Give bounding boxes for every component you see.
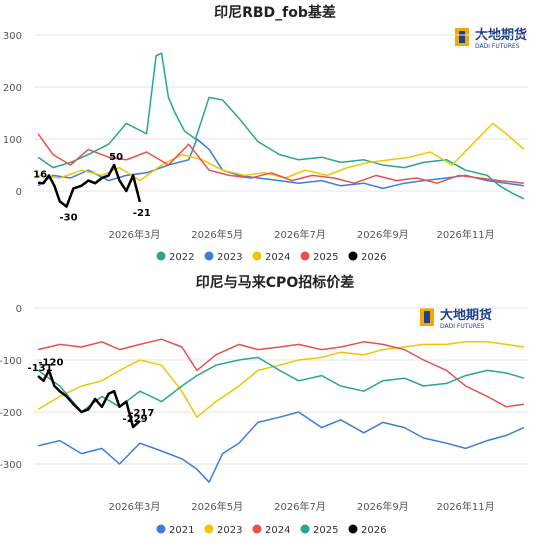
- x-tick-label: 2026年7月: [274, 500, 326, 513]
- chart-title: 印尼与马来CPO招标价差: [196, 274, 354, 291]
- x-tick-label: 2026年5月: [191, 500, 243, 513]
- y-tick-label: 0: [16, 304, 22, 315]
- chart-title: 印尼RBD_fob基差: [214, 4, 336, 21]
- legend-marker-icon: [300, 251, 310, 261]
- legend-label: 2026: [361, 252, 386, 263]
- series-line-2026: [37, 369, 141, 429]
- legend-label: 2023: [217, 525, 242, 536]
- legend-label: 2023: [217, 252, 242, 263]
- data-label: -21: [133, 208, 151, 219]
- x-tick-label: 2026年3月: [109, 228, 161, 241]
- x-tick-label: 2026年5月: [191, 228, 243, 241]
- legend-label: 2025: [313, 252, 338, 263]
- y-tick-label: 300: [3, 31, 22, 42]
- y-tick-label: 0: [16, 187, 22, 198]
- legend-marker-icon: [156, 524, 166, 534]
- y-tick-label: -300: [0, 460, 22, 471]
- series-line-2022: [37, 52, 525, 200]
- data-label: -217: [129, 408, 154, 419]
- data-label: -131: [28, 363, 53, 374]
- legend-label: 2021: [169, 525, 194, 536]
- data-label: -229: [123, 414, 148, 425]
- legend-label: 2025: [313, 525, 338, 536]
- logo-mark-inner-icon: [459, 31, 465, 43]
- legend-label: 2024: [265, 252, 290, 263]
- series-line-2025: [37, 133, 524, 184]
- logo-mark-inner-icon: [424, 311, 430, 323]
- logo-text-en: DADI FUTURES: [440, 323, 485, 330]
- y-tick-label: 200: [3, 83, 22, 94]
- y-tick-label: 100: [3, 135, 22, 146]
- logo-text-cn: 大地期货: [440, 307, 492, 323]
- data-label: -30: [60, 213, 78, 224]
- data-label: 50: [109, 152, 123, 163]
- legend-marker-icon: [252, 524, 262, 534]
- logo-text-en: DADI FUTURES: [475, 43, 520, 50]
- legend-marker-icon: [300, 524, 310, 534]
- y-tick-label: -200: [0, 408, 22, 419]
- legend-marker-icon: [348, 251, 358, 261]
- legend-marker-icon: [348, 524, 358, 534]
- series-line-2023: [37, 341, 525, 418]
- series-line-2021: [37, 411, 525, 483]
- legend-label: 2026: [361, 525, 386, 536]
- legend-label: 2022: [169, 252, 194, 263]
- x-tick-label: 2026年11月: [436, 500, 494, 513]
- legend-marker-icon: [204, 524, 214, 534]
- legend-marker-icon: [156, 251, 166, 261]
- series-line-2023: [37, 138, 525, 190]
- data-label: 16: [33, 170, 47, 181]
- x-tick-label: 2026年3月: [109, 500, 161, 513]
- x-tick-label: 2026年9月: [357, 500, 409, 513]
- legend-marker-icon: [252, 251, 262, 261]
- series-line-2026: [37, 163, 142, 208]
- data-label: -120: [38, 357, 63, 368]
- legend-marker-icon: [204, 251, 214, 261]
- x-tick-label: 2026年9月: [357, 228, 409, 241]
- y-tick-label: -100: [0, 356, 22, 367]
- x-tick-label: 2026年7月: [274, 228, 326, 241]
- x-tick-label: 2026年11月: [436, 228, 494, 241]
- legend-label: 2024: [265, 525, 290, 536]
- series-line-2024: [37, 338, 525, 408]
